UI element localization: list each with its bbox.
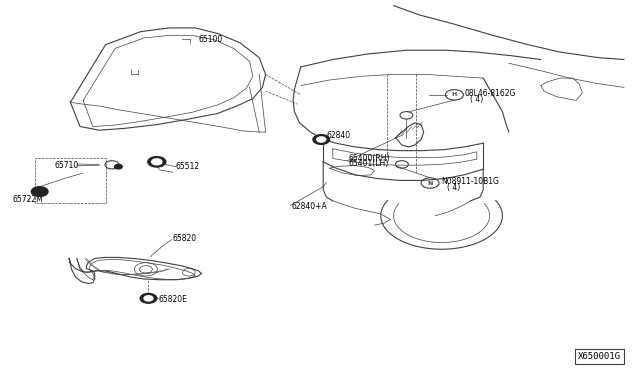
Text: 65512: 65512 (176, 162, 200, 171)
Circle shape (148, 157, 166, 167)
Circle shape (140, 294, 157, 303)
Text: 65722M: 65722M (13, 195, 44, 204)
Text: 65820: 65820 (173, 234, 197, 243)
Text: N: N (428, 180, 433, 186)
Text: N08911-10B1G: N08911-10B1G (442, 177, 499, 186)
Circle shape (31, 187, 48, 196)
Circle shape (152, 159, 162, 165)
Text: 65400(RH): 65400(RH) (349, 154, 390, 163)
Text: 65100: 65100 (198, 35, 223, 44)
Text: X650001G: X650001G (578, 352, 621, 361)
Circle shape (144, 296, 153, 301)
Text: ( 4): ( 4) (470, 95, 484, 104)
Text: H: H (452, 92, 457, 97)
Text: 65820E: 65820E (159, 295, 188, 304)
Text: 62840+A: 62840+A (291, 202, 327, 211)
Circle shape (317, 137, 326, 142)
Circle shape (115, 164, 122, 169)
Text: 65401(LH): 65401(LH) (349, 159, 389, 168)
Text: ( 4): ( 4) (447, 183, 460, 192)
Text: 62840: 62840 (326, 131, 351, 140)
Text: 65710: 65710 (54, 161, 79, 170)
Circle shape (313, 135, 330, 144)
Text: 08L46-8162G: 08L46-8162G (465, 89, 516, 98)
